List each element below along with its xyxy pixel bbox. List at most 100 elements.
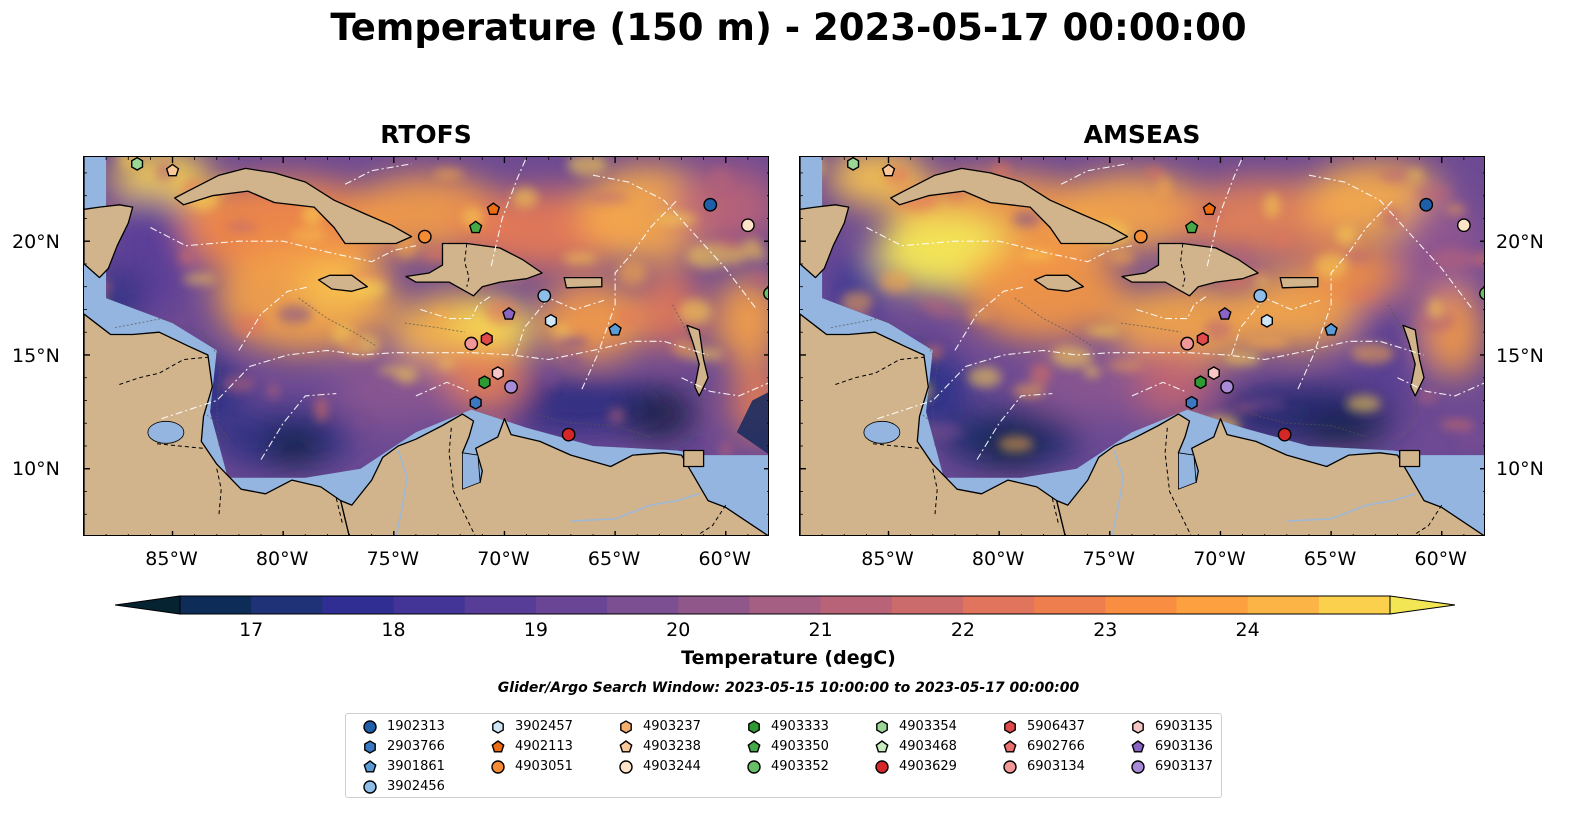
lon-label-amseas-2: 75°W [1082, 548, 1136, 570]
map-panel-amseas[interactable] [799, 156, 1485, 536]
float-marker-3901861 [608, 322, 622, 336]
colorbar-segment [535, 596, 608, 614]
colorbar-tick-21: 21 [808, 619, 833, 641]
float-marker-3902456 [1253, 288, 1268, 303]
float-marker-4903244 [1456, 218, 1471, 233]
lon-label-amseas-3: 70°W [1193, 548, 1246, 570]
float-marker-1902313 [703, 197, 718, 212]
legend-label: 3902457 [515, 719, 573, 734]
colorbar-segment [1034, 596, 1106, 614]
land-lesser-antilles [686, 324, 709, 397]
lat-label-20n-right: 20°N [1496, 231, 1544, 253]
float-marker-4903238 [165, 163, 180, 177]
circle-marker-icon [747, 760, 761, 774]
legend-label: 4903350 [771, 739, 829, 754]
lake-nicaragua [147, 420, 185, 444]
float-markers [847, 157, 1484, 442]
pentagon-marker-icon [1131, 740, 1145, 753]
float-legend: 1902313 2903766 3901861 3902456 3902457 49021… [345, 713, 1222, 798]
search-window-text: Glider/Argo Search Window: 2023-05-15 10… [497, 680, 1080, 696]
float-marker-4903350 [468, 220, 483, 234]
legend-label: 6903136 [1155, 739, 1213, 754]
land-trinidad [683, 449, 705, 468]
float-marker-4903238 [881, 163, 896, 177]
land-puerto-rico [563, 276, 603, 289]
float-marker-6903136 [502, 306, 516, 320]
panel-title-rtofs: RTOFS [380, 120, 472, 149]
float-marker-4903354 [131, 157, 144, 171]
float-marker-3902457 [1260, 313, 1273, 328]
float-marker-4903051 [1133, 229, 1148, 244]
legend-label: 4903333 [771, 719, 829, 734]
colorbar-segment [607, 596, 679, 614]
figure-title: Temperature (150 m) - 2023-05-17 00:00:0… [330, 6, 1247, 49]
land-cuba [890, 167, 1129, 245]
legend-label: 2903766 [387, 739, 445, 754]
pentagon-marker-icon [491, 740, 505, 753]
lon-label-rtofs-4: 65°W [587, 548, 641, 570]
legend-label: 4903629 [899, 759, 957, 774]
hexagon-marker-icon [364, 740, 376, 754]
lat-label-10n-left: 10°N [12, 458, 60, 480]
land-central-america [800, 313, 1066, 535]
legend-label: 6903137 [1155, 759, 1213, 774]
colorbar [115, 595, 1455, 615]
float-marker-4903051 [417, 229, 432, 244]
lat-label-20n-left: 20°N [12, 231, 60, 253]
legend-label: 4903354 [899, 719, 957, 734]
colorbar-tick-24: 24 [1235, 619, 1260, 641]
lon-label-amseas-0: 85°W [861, 548, 914, 570]
map-panel-rtofs[interactable] [83, 156, 769, 536]
land-lesser-antilles [1402, 324, 1425, 397]
float-markers [131, 157, 768, 442]
legend-label: 4903468 [899, 739, 957, 754]
pentagon-marker-icon [747, 740, 761, 753]
colorbar-segment [464, 596, 537, 614]
legend-label: 1902313 [387, 719, 445, 734]
float-marker-3902457 [544, 313, 557, 328]
land-masses [84, 157, 768, 535]
colorbar-segment [820, 596, 893, 614]
lake-maracaibo [1177, 452, 1197, 490]
legend-label: 5906437 [1027, 719, 1085, 734]
lon-label-rtofs-1: 80°W [255, 548, 309, 570]
colorbar-tick-17: 17 [239, 619, 264, 641]
lon-label-rtofs-2: 75°W [366, 548, 420, 570]
float-marker-6903136 [1218, 306, 1232, 320]
float-marker-1902313 [1419, 197, 1434, 212]
float-marker-4902113 [1202, 202, 1217, 216]
float-marker-6903137 [1220, 379, 1234, 394]
float-marker-6903137 [504, 379, 518, 394]
float-marker-4903354 [847, 157, 860, 171]
legend-label: 4902113 [515, 739, 573, 754]
colorbar-tick-19: 19 [523, 619, 548, 641]
float-marker-2903766 [1185, 395, 1198, 410]
lon-label-rtofs-3: 70°W [477, 548, 530, 570]
legend-label: 4903352 [771, 759, 829, 774]
lat-label-15n-right: 15°N [1496, 345, 1544, 367]
float-marker-4903333 [1194, 375, 1207, 390]
colorbar-segment [251, 596, 323, 614]
circle-marker-icon [1003, 760, 1017, 774]
hexagon-marker-icon [748, 720, 760, 734]
circle-marker-icon [363, 780, 377, 794]
circle-marker-icon [363, 720, 377, 734]
colorbar-segment [1318, 596, 1391, 614]
land-puerto-rico [1279, 276, 1319, 289]
colorbar-segment [749, 596, 822, 614]
lon-label-amseas-1: 80°W [971, 548, 1025, 570]
float-marker-4903333 [478, 375, 491, 390]
lat-label-15n-left: 15°N [12, 345, 60, 367]
land-jamaica [317, 274, 368, 292]
colorbar-min-extend [115, 595, 181, 615]
float-marker-5906437 [480, 332, 493, 347]
float-marker-4903629 [1277, 427, 1292, 442]
float-marker-4903244 [740, 218, 755, 233]
float-marker-4903352 [1479, 286, 1484, 301]
eez-boundaries [866, 157, 1484, 460]
circle-marker-icon [619, 760, 633, 774]
land-cuba [174, 167, 413, 245]
land-yucatan [800, 157, 850, 279]
float-marker-4902113 [486, 202, 501, 216]
hexagon-marker-icon [620, 720, 632, 734]
